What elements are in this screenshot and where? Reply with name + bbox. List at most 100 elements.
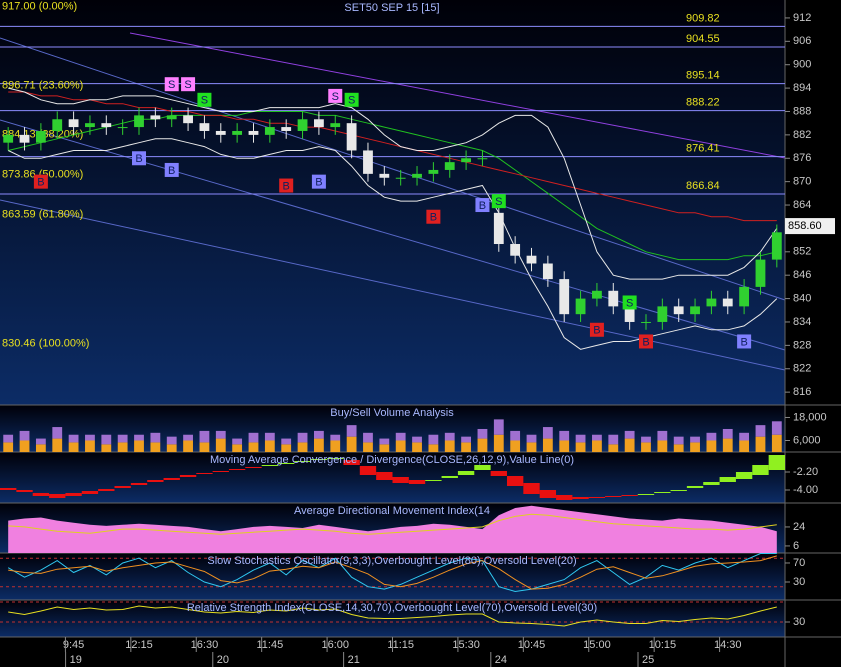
macd-bar <box>32 493 50 496</box>
volume-bar <box>428 434 439 445</box>
candle-body <box>117 127 128 129</box>
x-tick-label: 9:45 <box>63 639 84 651</box>
y-tick-label: 906 <box>793 35 811 47</box>
candle-body <box>379 173 390 178</box>
macd-bar <box>81 491 99 494</box>
volume-bar <box>166 444 177 452</box>
volume-bar <box>35 444 46 452</box>
y-tick-label: 894 <box>793 82 811 94</box>
candle-body <box>412 173 422 178</box>
signal-label: B <box>37 177 44 189</box>
signal-label: B <box>283 180 290 192</box>
volume-bar <box>755 425 766 437</box>
macd-bar <box>196 473 213 474</box>
candle-body <box>215 130 226 135</box>
date-label: 21 <box>348 654 360 666</box>
y-tick-label: 834 <box>793 316 811 328</box>
volume-bar <box>542 438 553 452</box>
candle-body <box>150 115 161 120</box>
panel-title: Relative Strength Index(CLOSE,14,30,70),… <box>187 602 597 614</box>
macd-bar <box>654 492 671 493</box>
macd-bar <box>65 493 82 496</box>
signal-box <box>475 198 490 213</box>
volume-bar <box>608 444 619 452</box>
volume-bar <box>134 440 144 452</box>
volume-bar <box>624 430 635 439</box>
macd-bar <box>768 455 785 470</box>
macd-bar <box>261 465 279 466</box>
candle-body <box>673 306 684 315</box>
volume-bar <box>444 432 455 441</box>
macd-bar <box>621 495 638 496</box>
y-tick-label: -4.00 <box>793 484 818 496</box>
macd-bar <box>49 494 66 498</box>
volume-bar <box>248 432 259 443</box>
candle-body <box>461 158 471 163</box>
volume-bar <box>412 436 422 443</box>
volume-bar <box>199 442 210 452</box>
signal-box <box>33 174 48 189</box>
y-tick-label: 870 <box>793 176 811 188</box>
candle-body <box>134 115 144 128</box>
signal-box <box>164 77 179 92</box>
candle-body <box>68 119 79 128</box>
volume-bar <box>493 434 504 452</box>
macd-bar <box>294 461 311 462</box>
candle-body <box>641 321 651 323</box>
macd-bar <box>147 480 164 482</box>
candle-body <box>428 169 439 174</box>
candle-body <box>477 158 488 160</box>
volume-bar <box>379 444 390 452</box>
macd-bar <box>310 459 328 460</box>
volume-bar <box>281 438 292 445</box>
volume-bar <box>673 436 684 445</box>
x-tick-label: 11:45 <box>256 639 283 651</box>
fib-level-label: 876.41 <box>686 143 720 155</box>
candle-body <box>166 115 177 120</box>
candle-body <box>510 244 521 256</box>
candle-body <box>542 263 553 280</box>
y-tick-label: 816 <box>793 386 811 398</box>
fib-label: 830.46 (100.00%) <box>2 338 89 350</box>
macd-bar <box>392 477 409 483</box>
volume-bar <box>395 440 406 452</box>
signal-label: S <box>348 95 355 107</box>
signal-box <box>426 209 441 224</box>
candle-body <box>264 127 275 135</box>
volume-bar <box>85 434 95 441</box>
y-tick-label: 30 <box>793 616 805 628</box>
signal-label: B <box>430 212 437 224</box>
y-tick-label: 30 <box>793 576 805 588</box>
date-label: 19 <box>70 654 82 666</box>
volume-bar <box>166 436 177 445</box>
signal-box <box>328 88 343 103</box>
signal-label: S <box>201 95 208 107</box>
x-tick-label: 10:15 <box>649 639 677 651</box>
candle-body <box>592 290 602 299</box>
macd-bar <box>327 458 344 459</box>
volume-bar <box>314 438 324 452</box>
signal-label: B <box>740 336 747 348</box>
volume-bar <box>722 438 733 452</box>
candle-body <box>657 306 668 322</box>
macd-bar <box>278 463 295 464</box>
macd-bar <box>376 472 393 480</box>
macd-bar <box>212 471 229 472</box>
signal-box <box>638 334 653 349</box>
x-tick-label: 10:45 <box>518 639 546 651</box>
volume-bar <box>690 442 700 452</box>
volume-bar <box>608 434 619 445</box>
date-label: 25 <box>642 654 654 666</box>
fib-level-label: 904.55 <box>686 33 720 45</box>
candle-body <box>559 279 570 315</box>
fib-level-label: 888.22 <box>686 97 720 109</box>
candle-body <box>346 123 357 151</box>
volume-bar <box>150 432 161 443</box>
y-tick-label: -2.20 <box>793 466 818 478</box>
volume-bar <box>510 440 521 452</box>
overlay-line <box>8 91 777 222</box>
volume-bar <box>526 434 537 443</box>
volume-bar <box>330 434 341 441</box>
candle-body <box>493 212 504 245</box>
macd-bar <box>98 489 115 491</box>
